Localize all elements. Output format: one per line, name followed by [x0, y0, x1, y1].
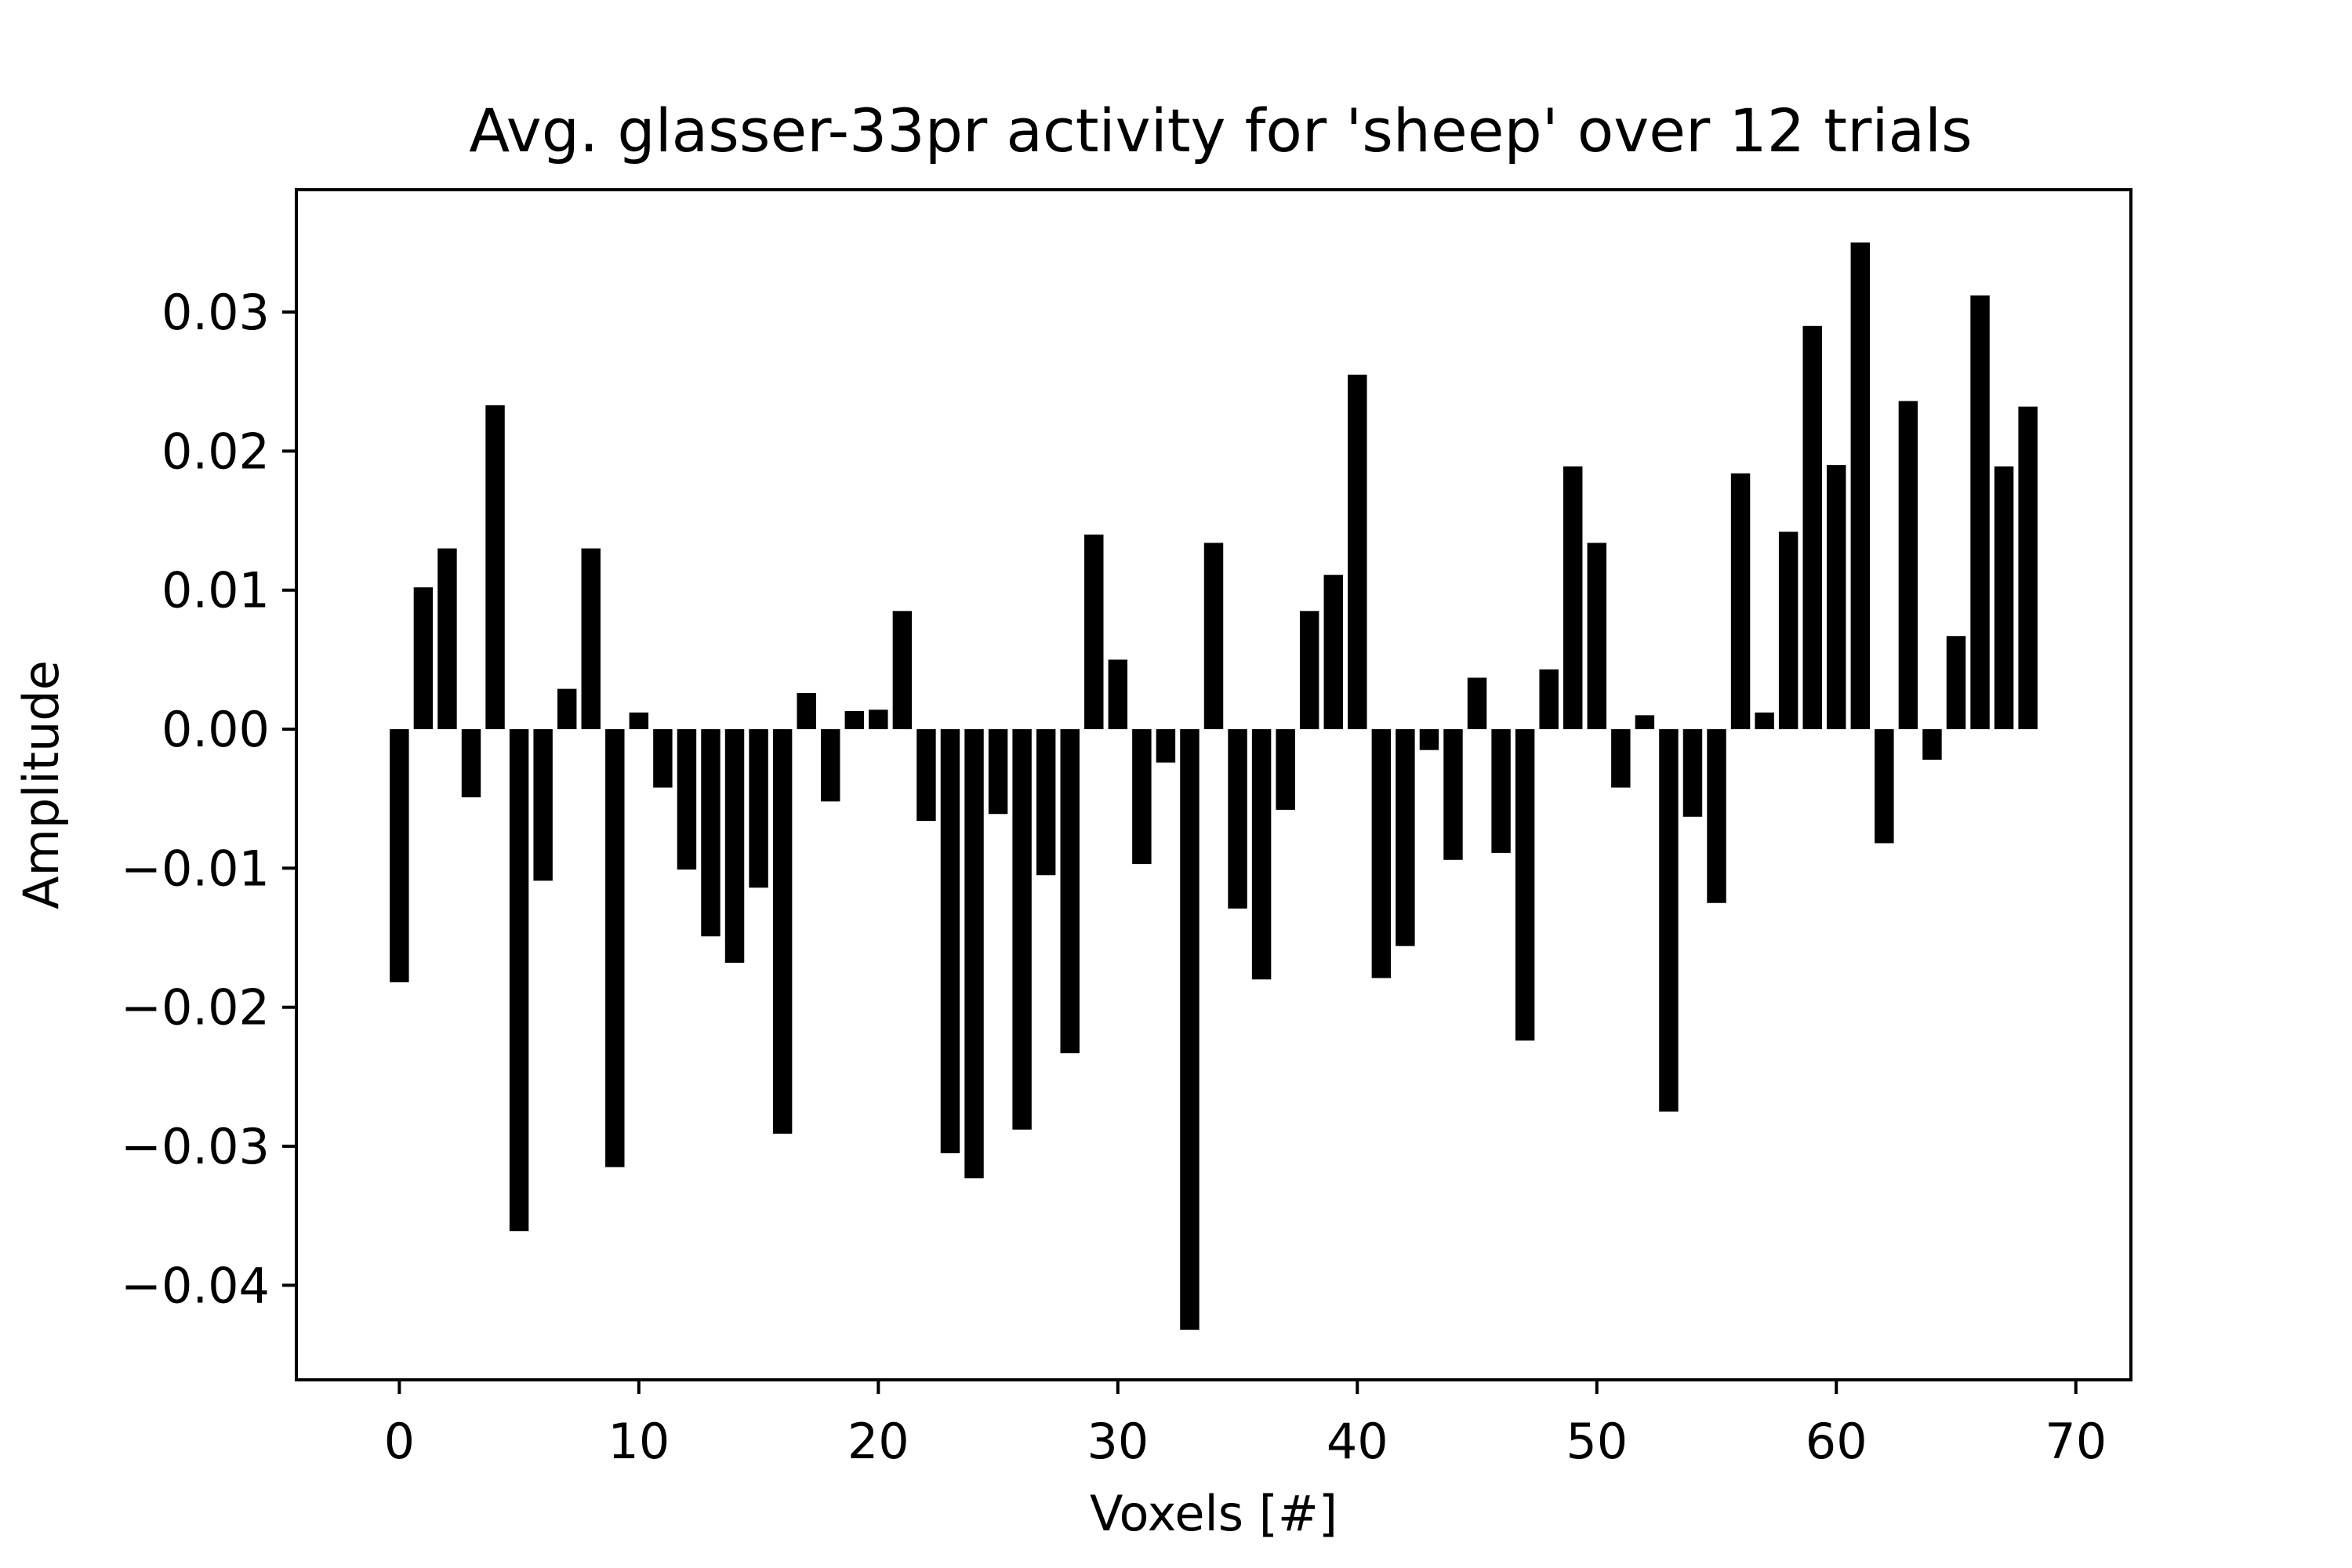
bar	[1994, 466, 2014, 730]
x-axis-label: Voxels [#]	[1090, 1485, 1338, 1542]
bar	[1467, 677, 1487, 730]
bar	[1491, 729, 1511, 853]
bar	[1946, 636, 1966, 730]
bar	[1922, 729, 1942, 760]
bar	[1419, 729, 1439, 750]
bar	[869, 710, 888, 730]
bar	[1778, 532, 1798, 730]
bar	[1203, 543, 1224, 730]
bar	[1156, 729, 1176, 763]
bar	[1132, 729, 1152, 865]
bar	[1587, 543, 1606, 730]
bar	[2018, 406, 2038, 730]
bar	[413, 587, 434, 730]
bar	[533, 729, 553, 881]
bar	[653, 729, 673, 788]
bar	[1611, 729, 1631, 788]
y-tick-label: −0.03	[121, 1118, 270, 1175]
bar	[1012, 729, 1032, 1130]
bar	[557, 688, 577, 730]
bar	[390, 729, 409, 982]
bar	[1515, 729, 1535, 1041]
plot-frame	[295, 188, 2132, 1381]
bar	[749, 729, 768, 888]
bar	[509, 729, 529, 1232]
x-tick-label: 60	[1806, 1413, 1867, 1470]
bar	[701, 729, 720, 937]
bar	[1802, 325, 1822, 730]
y-tick-label: 0.03	[162, 284, 270, 341]
bar	[1084, 534, 1104, 730]
bar	[1827, 465, 1846, 730]
bar	[892, 611, 913, 730]
y-axis-label: Amplitude	[13, 660, 70, 909]
bar	[1060, 729, 1080, 1054]
bar	[1730, 473, 1751, 730]
bar	[437, 548, 457, 730]
bar	[605, 729, 625, 1167]
bar	[797, 692, 816, 730]
bar	[461, 729, 481, 797]
bar	[1371, 729, 1392, 978]
y-tick-label: 0.01	[162, 562, 270, 619]
bar	[1755, 712, 1774, 730]
bar	[844, 711, 864, 730]
bar	[772, 729, 793, 1134]
bar	[1108, 659, 1128, 730]
bar	[1228, 729, 1247, 909]
bar	[1707, 729, 1726, 903]
bar	[1539, 669, 1559, 730]
y-tick-label: −0.02	[121, 979, 270, 1036]
bar	[1323, 575, 1343, 730]
bar	[1682, 729, 1703, 817]
bar	[1659, 729, 1679, 1112]
bar	[1299, 611, 1319, 730]
bar	[485, 405, 505, 730]
x-tick-label: 20	[848, 1413, 909, 1470]
bar	[1563, 466, 1583, 730]
bar	[1348, 374, 1367, 730]
bar	[1251, 729, 1272, 980]
x-tick-label: 10	[608, 1413, 670, 1470]
bar	[1850, 242, 1871, 730]
y-tick-label: −0.01	[121, 840, 270, 897]
bar	[821, 729, 840, 802]
y-axis-ticks: −0.04 −0.03 −0.02 −0.01 0.00 0.01 0.02 0.03	[121, 284, 296, 1314]
bar	[1396, 729, 1415, 946]
x-tick-label: 70	[2045, 1413, 2107, 1470]
bar	[1635, 715, 1655, 730]
bar	[916, 729, 936, 822]
bars-group	[390, 242, 2038, 1330]
x-tick-label: 30	[1087, 1413, 1149, 1470]
y-tick-label: 0.00	[162, 701, 270, 758]
bar	[940, 729, 960, 1153]
bar	[724, 729, 745, 963]
bar	[1875, 729, 1894, 844]
x-axis-ticks: 0 10 20 30 40 50 60 70	[384, 1380, 2107, 1470]
x-tick-label: 0	[384, 1413, 415, 1470]
bar	[1898, 401, 1918, 730]
y-tick-label: 0.02	[162, 423, 270, 480]
x-tick-label: 40	[1327, 1413, 1388, 1470]
bar	[581, 548, 601, 730]
bar	[677, 729, 697, 870]
x-tick-label: 50	[1566, 1413, 1628, 1470]
bar	[1036, 729, 1056, 876]
bar	[629, 712, 649, 730]
bar	[988, 729, 1008, 815]
bar	[1276, 729, 1295, 810]
bar	[1970, 295, 1990, 730]
bar	[1180, 729, 1200, 1330]
chart-title: Avg. glasser-33pr activity for 'sheep' o…	[469, 96, 1972, 165]
y-tick-label: −0.04	[121, 1257, 270, 1314]
bar	[1443, 729, 1463, 860]
bar	[964, 729, 984, 1178]
